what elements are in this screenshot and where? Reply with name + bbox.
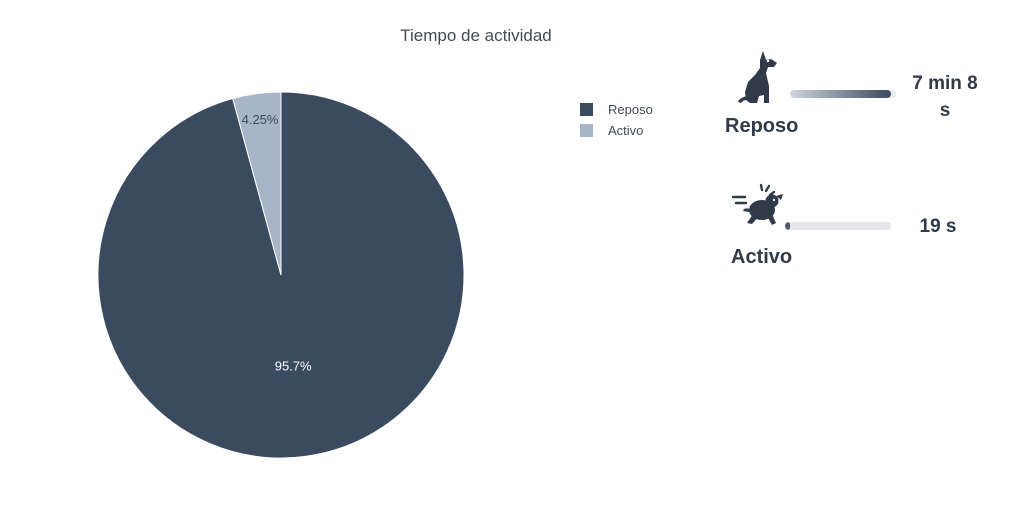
running-dog-icon xyxy=(731,183,783,225)
legend-item-activo[interactable]: Activo xyxy=(580,120,653,141)
active-progress-bar xyxy=(785,222,891,230)
active-value: 19 s xyxy=(919,216,957,237)
rest-value: 7 min 8 s xyxy=(912,73,978,121)
chart-title: Tiempo de actividad xyxy=(400,26,552,45)
active-progress-fill xyxy=(785,222,790,230)
rest-label: Reposo xyxy=(725,115,799,137)
rest-progress-bar xyxy=(790,90,896,98)
rest-progress-fill xyxy=(790,90,892,98)
legend-swatch-activo xyxy=(580,124,593,137)
sitting-dog-icon xyxy=(738,51,777,103)
active-label: Activo xyxy=(731,246,793,268)
legend[interactable]: Reposo Activo xyxy=(580,99,653,141)
pie-chart: 95.7% 4.25% xyxy=(97,91,465,459)
pie-label-reposo: 95.7% xyxy=(275,359,312,374)
legend-label-activo: Activo xyxy=(608,123,644,138)
pie-label-activo: 4.25% xyxy=(242,112,279,127)
pie-slice-activo[interactable] xyxy=(232,91,282,276)
legend-item-reposo[interactable]: Reposo xyxy=(580,99,653,120)
legend-swatch-reposo xyxy=(580,103,593,116)
legend-label-reposo: Reposo xyxy=(608,102,653,117)
